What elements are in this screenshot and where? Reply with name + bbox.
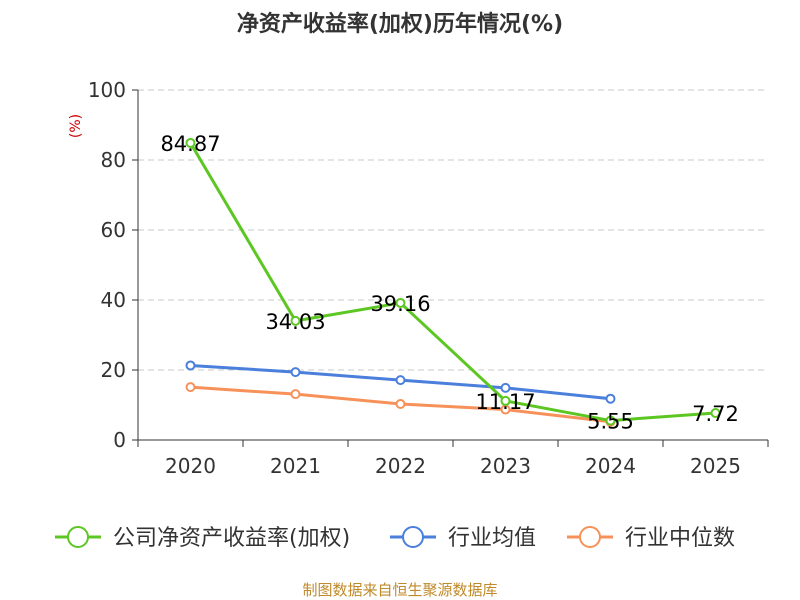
data-point-series-1-2024[interactable]	[605, 393, 616, 404]
x-tick-label-2021: 2021	[270, 454, 321, 478]
data-label-2022: 39.16	[370, 292, 430, 316]
chart-title: 净资产收益率(加权)历年情况(%)	[237, 11, 563, 37]
legend-label: 行业中位数	[625, 526, 735, 551]
data-label-2023: 11.17	[475, 390, 535, 414]
data-point-series-0-2024[interactable]	[605, 415, 616, 426]
legend-item-2[interactable]: 行业中位数	[567, 526, 735, 551]
legend-label: 公司净资产收益率(加权)	[113, 526, 350, 551]
data-point-series-0-2020[interactable]	[185, 137, 196, 148]
y-tick-label: 80	[101, 148, 126, 172]
legend-swatch-marker	[67, 526, 89, 548]
data-point-series-0-2023[interactable]	[500, 395, 511, 406]
legend: 公司净资产收益率(加权) 行业均值 行业中位数	[55, 526, 735, 551]
legend-swatch-marker	[402, 526, 424, 548]
data-label-2025: 7.72	[692, 402, 739, 426]
data-point-series-0-2022[interactable]	[395, 297, 406, 308]
data-point-series-0-2021[interactable]	[290, 315, 301, 326]
y-tick-label: 20	[101, 358, 126, 382]
legend-item-1[interactable]: 行业均值	[390, 526, 536, 551]
data-point-series-1-2022[interactable]	[395, 375, 406, 386]
y-tick-label: 60	[101, 218, 126, 242]
x-tick-label-2022: 2022	[375, 454, 426, 478]
data-label-2024: 5.55	[587, 410, 634, 434]
x-tick-label-2024: 2024	[585, 454, 636, 478]
x-tick-label-2025: 2025	[690, 454, 741, 478]
data-point-series-2-2022[interactable]	[395, 398, 406, 409]
data-point-series-2-2020[interactable]	[185, 382, 196, 393]
data-point-series-0-2025[interactable]	[710, 407, 721, 418]
x-tick-label-2020: 2020	[165, 454, 216, 478]
data-label-2020: 84.87	[160, 132, 220, 156]
x-tick-label-2023: 2023	[480, 454, 531, 478]
data-source-note: 制图数据来自恒生聚源数据库	[302, 581, 497, 599]
data-point-series-1-2020[interactable]	[185, 360, 196, 371]
y-axis-unit-label: (%)	[68, 114, 84, 138]
y-tick-label: 100	[88, 78, 126, 102]
data-point-series-1-2023[interactable]	[500, 382, 511, 393]
data-point-series-2-2021[interactable]	[290, 389, 301, 400]
y-tick-label: 0	[113, 428, 126, 452]
axes: 0 20 40 60 80 100 2020 2021 2022 2023 2024 2025	[88, 78, 769, 478]
legend-swatch-marker	[579, 526, 601, 548]
series-lines	[185, 137, 721, 427]
legend-item-0[interactable]: 公司净资产收益率(加权)	[55, 526, 350, 551]
y-tick-label: 40	[101, 288, 126, 312]
series-line-0	[189, 142, 716, 423]
data-label-2021: 34.03	[265, 310, 325, 334]
legend-label: 行业均值	[448, 526, 536, 551]
gridlines	[138, 89, 768, 371]
data-labels: 84.87 34.03 39.16 11.17 5.55 7.72	[160, 132, 738, 434]
data-point-series-1-2021[interactable]	[290, 367, 301, 378]
